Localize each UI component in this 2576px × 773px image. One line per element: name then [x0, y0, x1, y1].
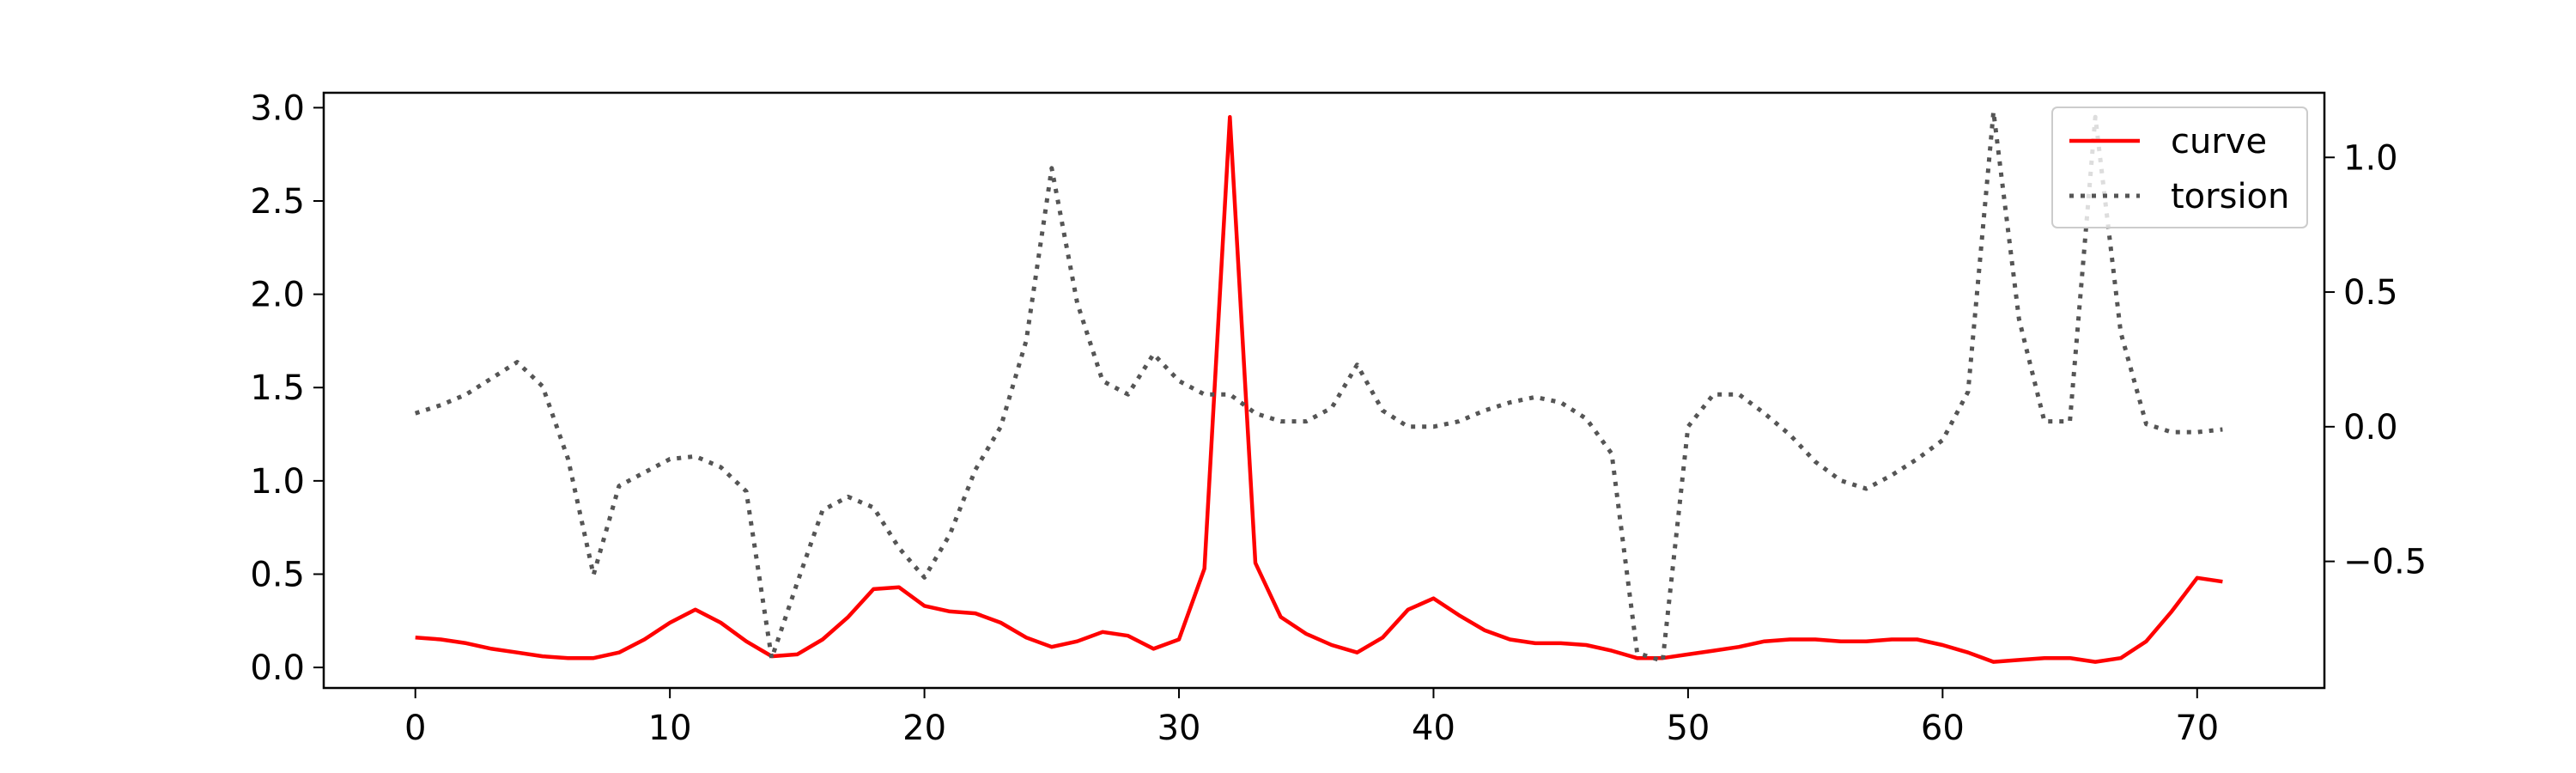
y-left-tick-label: 0.5: [250, 555, 305, 594]
y-axis-left: 0.0 0.5 1.0 1.5 2.0 2.5 3.0: [250, 88, 324, 688]
legend: curve torsion: [2051, 107, 2308, 228]
y-left-tick-label: 1.5: [250, 368, 305, 408]
y-left-tick-label: 2.5: [250, 182, 305, 222]
x-tick-label: 10: [648, 709, 692, 748]
x-tick-label: 20: [902, 709, 946, 748]
y-right-tick-label: 1.0: [2343, 138, 2398, 178]
plot-frame: [322, 91, 2326, 690]
y-right-tick-label: 0.5: [2343, 273, 2398, 313]
series-line-torsion: [414, 109, 2223, 664]
y-left-tick-label: 3.0: [250, 88, 305, 128]
x-axis: 0 10 20 30 40 50 60 70: [404, 688, 2219, 748]
y-right-tick-label: 0.0: [2343, 408, 2398, 447]
x-tick-label: 40: [1412, 709, 1455, 748]
x-tick-label: 70: [2175, 709, 2219, 748]
series-line-curve: [415, 114, 2223, 664]
y-right-tick-label: −0.5: [2343, 543, 2427, 582]
x-tick-label: 50: [1666, 709, 1710, 748]
series-layer: [414, 109, 2223, 664]
y-left-tick-label: 1.0: [250, 462, 305, 502]
y-left-tick-label: 2.0: [250, 276, 305, 315]
x-tick-label: 0: [404, 709, 426, 748]
legend-label-curve: curve: [2171, 122, 2267, 161]
legend-label-torsion: torsion: [2171, 177, 2289, 216]
x-tick-label: 30: [1157, 709, 1201, 748]
y-left-tick-label: 0.0: [250, 648, 305, 688]
y-axis-right: −0.5 0.0 0.5 1.0: [2324, 138, 2427, 582]
x-tick-label: 60: [1921, 709, 1965, 748]
